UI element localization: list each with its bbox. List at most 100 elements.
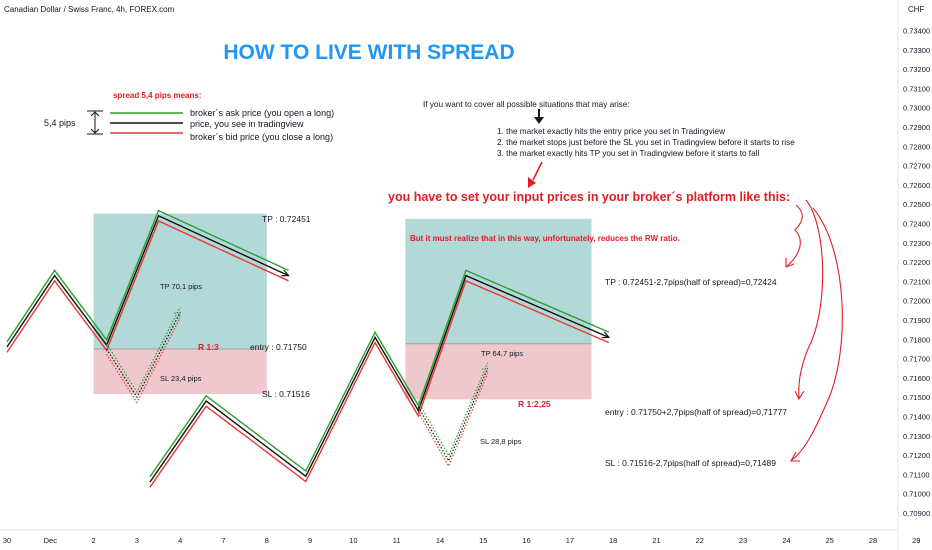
pointer-arrow-icon [528,161,543,188]
price-tick-label: 0.71300 [903,432,930,441]
trade-1-tp-pips: TP 70,1 pips [160,282,202,291]
price-tick-label: 0.73000 [903,104,930,113]
position-zones [93,213,592,400]
series-arrow-icon [601,331,611,339]
time-tick-label: 7 [221,536,225,545]
page-title: HOW TO LIVE WITH SPREAD [223,41,514,64]
trade-1-sl-pips: SL 23,4 pips [160,374,202,383]
curved-arrows-icon [785,199,843,462]
legend-price-label: price, you see in tradingview [190,119,304,129]
price-tick-label: 0.72500 [903,200,930,209]
time-tick-label: 16 [522,536,530,545]
take-profit-zone[interactable] [93,213,267,349]
symbol-header: Canadian Dollar / Swiss Franc, 4h, FOREX… [4,5,175,14]
time-tick-label: 8 [265,536,269,545]
explanation-headline: you have to set your input prices in you… [388,190,790,204]
price-tick-label: 0.72000 [903,297,930,306]
price-line-1 [6,214,289,348]
price-tick-label: 0.71500 [903,393,930,402]
currency-label: CHF [908,5,925,14]
explanation-block: If you want to cover all possible situat… [388,100,843,462]
trade-1-sl-label: SL : 0.71516 [262,389,310,399]
price-tick-label: 0.71000 [903,490,930,499]
price-tick-label: 0.72900 [903,123,930,132]
trade-2-entry-label: entry : 0.71750+2,7pips(half of spread)=… [605,407,787,417]
price-tick-label: 0.72300 [903,239,930,248]
trade-1-annotations: TP : 0.72451 TP 70,1 pips R 1:3 entry : … [160,214,311,399]
trade-1-entry-label: entry : 0.71750 [250,342,307,352]
price-tick-label: 0.72600 [903,181,930,190]
price-tick-label: 0.71200 [903,451,930,460]
scenario-path-2 [417,373,489,468]
legend-ask-label: broker´s ask price (you open a long) [190,108,334,118]
time-tick-label: 30 [3,536,11,545]
time-tick-label: Dec [44,536,58,545]
time-axis[interactable]: 30 Dec 2 3 4 7 8 9 10 11 14 15 16 17 18 21 22 23 24 25 28 29 [0,529,920,545]
time-tick-label: 9 [308,536,312,545]
spread-legend: spread 5,4 pips means: 5,4 pips broker´s… [44,91,334,142]
time-tick-label: 14 [436,536,444,545]
price-line-1 [149,274,610,483]
price-line-2 [149,279,610,488]
scenario-path-0 [417,362,489,458]
price-tick-label: 0.73300 [903,46,930,55]
trade-2-sl-pips: SL 28,8 pips [480,437,522,446]
price-tick-label: 0.72700 [903,162,930,171]
time-tick-label: 25 [826,536,834,545]
time-tick-label: 17 [566,536,574,545]
explanation-intro: If you want to cover all possible situat… [423,100,630,109]
series-arrow-icon [281,269,290,277]
price-line-2 [6,220,289,353]
price-tick-label: 0.72200 [903,258,930,267]
trade-1-ratio: R 1:3 [198,342,219,352]
price-tick-label: 0.71900 [903,316,930,325]
time-tick-label: 15 [479,536,487,545]
price-tick-label: 0.70900 [903,509,930,518]
price-tick-label: 0.72800 [903,142,930,151]
time-tick-label: 3 [135,536,139,545]
trade-2-sl-label: SL : 0.71516-2,7pips(half of spread)=0,7… [605,458,776,468]
time-tick-label: 21 [652,536,660,545]
time-tick-label: 11 [393,536,401,545]
explanation-point-2: 2. the market stops just before the SL y… [497,138,795,147]
time-tick-label: 23 [739,536,747,545]
price-tick-label: 0.73200 [903,65,930,74]
time-tick-label: 28 [869,536,877,545]
time-tick-label: 24 [782,536,790,545]
price-tick-label: 0.71400 [903,413,930,422]
scenario-path-0 [106,306,181,394]
stop-loss-zone[interactable] [93,348,267,395]
legend-heading: spread 5,4 pips means: [113,91,201,100]
price-axis[interactable]: 0.73400 0.73300 0.73200 0.73100 0.73000 0.729… [897,0,930,550]
time-tick-label: 2 [92,536,96,545]
down-arrow-icon [534,109,544,124]
scenario-path-2 [106,317,181,404]
trade-2-tp-pips: TP 64,7 pips [481,349,523,358]
price-tick-label: 0.71600 [903,374,930,383]
price-line-0 [149,269,610,478]
price-tick-label: 0.71800 [903,335,930,344]
price-tick-label: 0.73100 [903,84,930,93]
spread-size-label: 5,4 pips [44,118,76,128]
explanation-point-3: 3. the market exactly hits TP you set in… [497,149,759,158]
spread-bracket-icon [87,110,103,135]
take-profit-zone[interactable] [405,218,592,344]
explanation-note: But it must realize that in this way, un… [410,234,680,243]
scenario-path-1 [417,368,489,463]
scenario-arrow-icon [174,311,181,319]
price-tick-label: 0.71700 [903,355,930,364]
trade-2-annotations: TP : 0.72451-2,7pips(half of spread)=0,7… [480,277,787,468]
scenario-arrow-icon [481,367,489,375]
time-tick-label: 29 [912,536,920,545]
price-tick-label: 0.72400 [903,220,930,229]
time-tick-label: 22 [696,536,704,545]
price-tick-label: 0.71100 [903,470,930,479]
explanation-point-1: 1. the market exactly hits the entry pri… [497,127,725,136]
time-tick-label: 4 [178,536,182,545]
scenario-path-1 [106,312,181,399]
price-tick-label: 0.72100 [903,277,930,286]
price-tick-label: 0.73400 [903,27,930,36]
price-line-0 [6,209,289,343]
legend-bid-label: broker´s bid price (you close a long) [190,132,333,142]
